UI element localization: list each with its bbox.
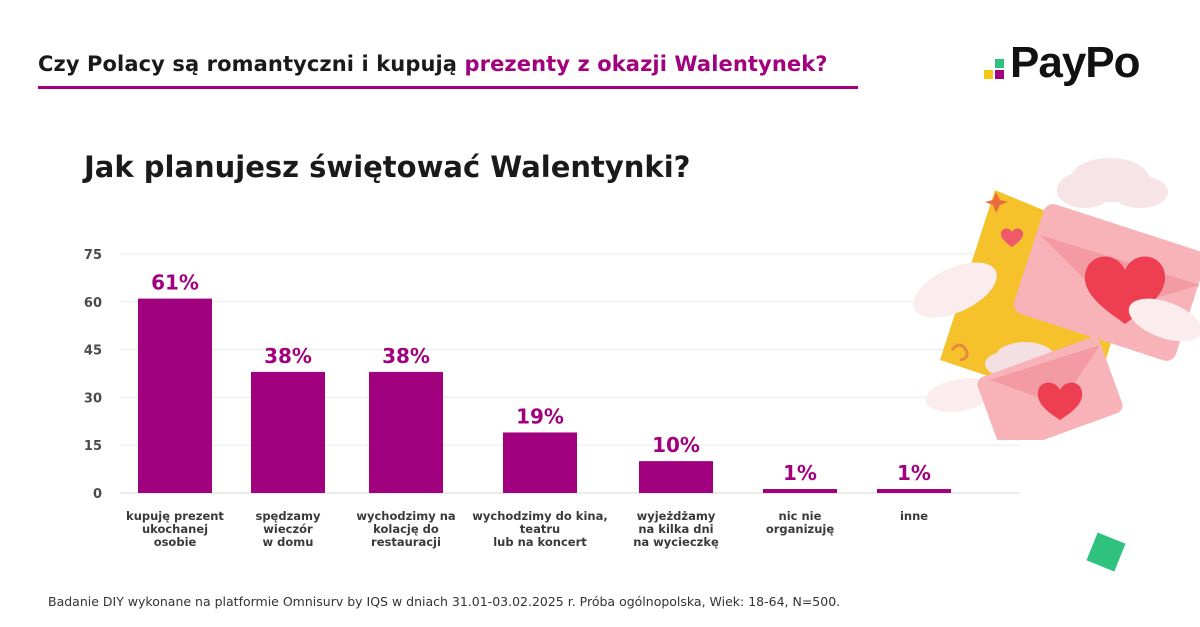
bar-value-label: 1%	[783, 461, 817, 485]
bar-chart: 0 15 30 45 60 75 61% kupuję prezent ukochanej oso…	[84, 248, 1020, 549]
category-label-line: kolację do	[373, 522, 439, 536]
category-label: kupuję prezent ukochanej osobie	[126, 509, 224, 549]
bar	[503, 432, 577, 493]
bar	[877, 489, 951, 493]
bar	[763, 489, 837, 493]
header-title-accent: prezenty z okazji Walentynek?	[464, 52, 828, 76]
bar-value-label: 61%	[151, 271, 199, 295]
category-label-line: wyjeżdżamy	[637, 509, 716, 523]
category-label: wyjeżdżamy na kilka dni na wycieczkę	[633, 509, 719, 549]
category-label: nic nie organizuję	[766, 509, 835, 536]
cloud-icon	[1057, 158, 1168, 208]
category-label: inne	[900, 509, 928, 523]
category-label: wychodzimy na kolację do restauracji	[356, 509, 455, 549]
category-label-line: kupuję prezent	[126, 509, 224, 523]
category-label-line: wychodzimy do kina,	[472, 509, 607, 523]
bar	[639, 461, 713, 493]
category-label-line: teatru	[520, 522, 560, 536]
logo-mark-icon	[982, 46, 1008, 80]
category-label-line: spędzamy	[255, 509, 321, 523]
bar-value-label: 38%	[382, 344, 430, 368]
category-label-line: wieczór	[263, 522, 313, 536]
category-label-line: na kilka dni	[638, 522, 713, 536]
footnote: Badanie DIY wykonane na platformie Omnis…	[48, 594, 841, 609]
bar-value-label: 1%	[897, 461, 931, 485]
y-tick-label: 0	[93, 487, 102, 502]
category-label-line: restauracji	[371, 535, 441, 549]
swirl-icon	[950, 343, 969, 362]
tiny-heart-icon	[1000, 228, 1024, 247]
category-label-line: nic nie	[779, 509, 822, 523]
category-label-line: w domu	[263, 535, 314, 549]
category-label-line: osobie	[154, 535, 197, 549]
header-title-plain: Czy Polacy są romantyczni i kupują	[38, 52, 458, 76]
header-title: Czy Polacy są romantyczni i kupują preze…	[38, 52, 828, 76]
green-diamond-icon	[1086, 532, 1126, 572]
bar	[138, 298, 212, 493]
chart-question: Jak planujesz świętować Walentynki?	[84, 150, 691, 184]
category-label-line: inne	[900, 509, 928, 523]
bar-value-label: 38%	[264, 344, 312, 368]
header-underline	[38, 86, 858, 89]
bar-value-label: 10%	[652, 433, 700, 457]
logo-text: PayPo	[1010, 38, 1141, 87]
y-tick-label: 15	[84, 439, 102, 454]
bar	[251, 371, 325, 493]
category-label-line: ukochanej	[142, 522, 208, 536]
y-tick-label: 75	[84, 248, 102, 263]
y-tick-label: 60	[84, 296, 102, 311]
sparkle-icon	[985, 192, 1008, 213]
bar-value-label: 19%	[516, 404, 564, 428]
category-label: spędzamy wieczór w domu	[255, 509, 321, 549]
category-label-line: wychodzimy na	[356, 509, 455, 523]
category-label-line: lub na koncert	[493, 535, 587, 549]
y-tick-label: 30	[84, 391, 102, 406]
paypo-logo: PayPo	[982, 38, 1141, 88]
category-label: wychodzimy do kina, teatru lub na koncert	[472, 509, 607, 549]
valentine-decoration-illustration	[913, 158, 1200, 440]
category-label-line: organizuję	[766, 522, 835, 536]
bar	[369, 371, 443, 493]
y-tick-label: 45	[84, 344, 102, 359]
small-heart-icon	[1037, 382, 1083, 420]
category-label-line: na wycieczkę	[633, 535, 719, 549]
wing-icon	[913, 262, 1200, 412]
